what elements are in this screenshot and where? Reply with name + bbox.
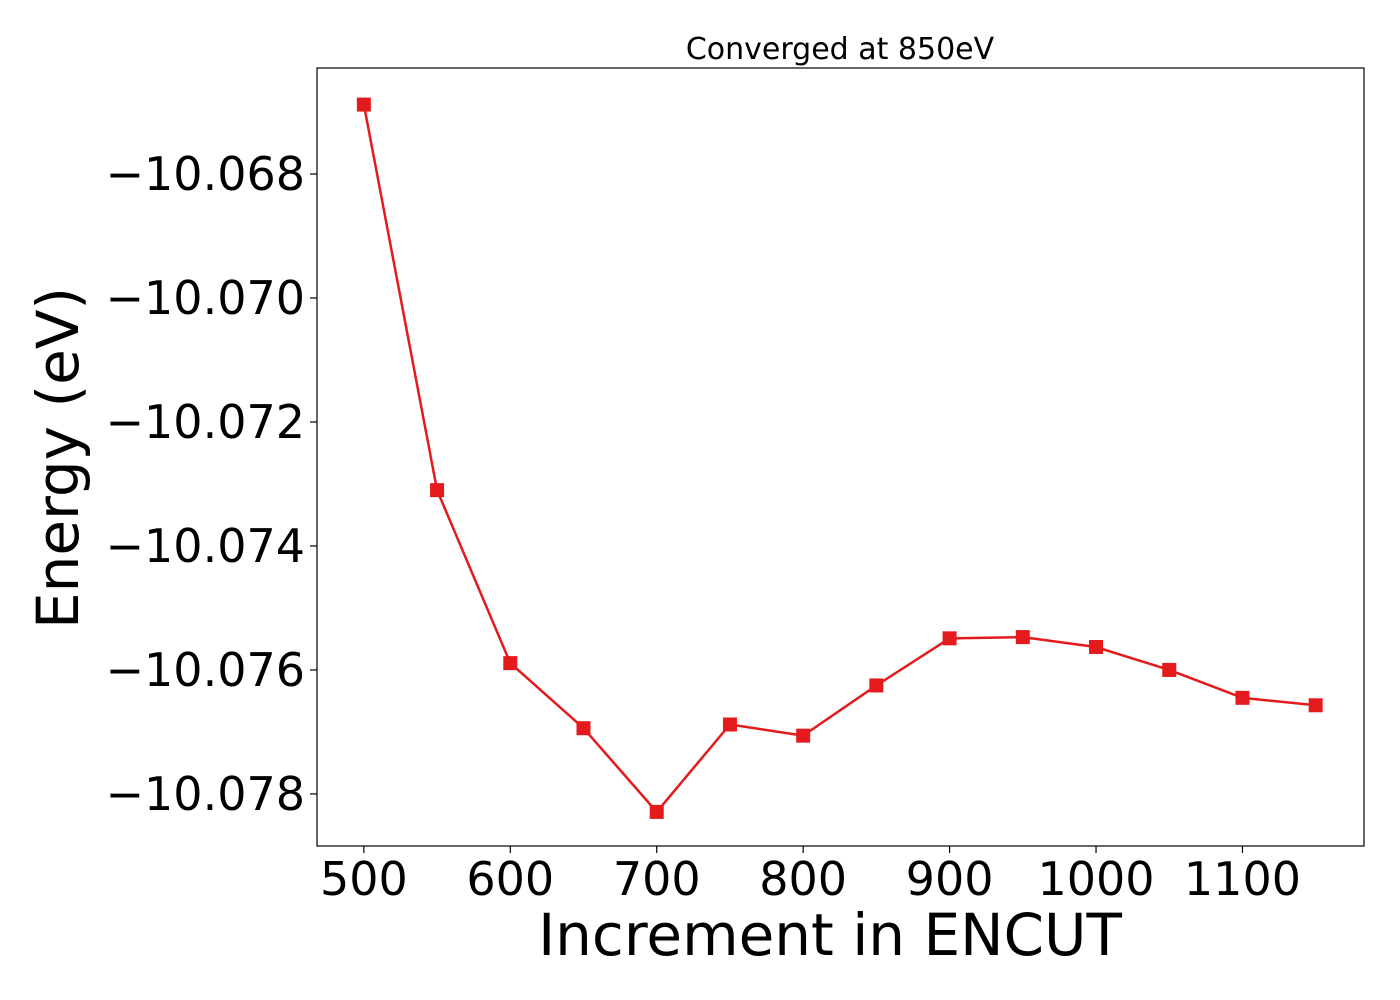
x-tick-label: 1100: [1184, 852, 1301, 906]
data-point: [503, 656, 518, 671]
data-point: [430, 483, 445, 498]
y-tick-label: −10.072: [106, 395, 306, 449]
data-point: [356, 97, 371, 112]
x-tick-label: 500: [320, 852, 408, 906]
y-tick-label: −10.070: [106, 271, 306, 325]
data-point: [1015, 630, 1030, 645]
x-tick-label: 1000: [1037, 852, 1154, 906]
y-axis: −10.068 −10.070 −10.072 −10.074 −10.076 −10.0…: [106, 147, 317, 821]
data-point: [942, 631, 957, 646]
series-layer: [356, 97, 1323, 819]
data-point: [576, 721, 591, 736]
x-axis-label: Increment in ENCUT: [538, 901, 1122, 969]
x-tick-label: 900: [906, 852, 994, 906]
x-axis: 500 600 700 800 900 1000 1100: [320, 846, 1301, 906]
x-tick-label: 800: [759, 852, 847, 906]
data-point: [649, 804, 664, 819]
series-line: [362, 104, 1316, 814]
data-point: [869, 678, 884, 693]
y-tick-label: −10.068: [106, 147, 306, 201]
data-point: [796, 728, 811, 743]
x-tick-label: 700: [613, 852, 701, 906]
plot-frame: [316, 67, 1365, 847]
data-point: [1235, 690, 1250, 705]
chart-title: Converged at 850eV: [686, 32, 995, 67]
data-point: [722, 717, 737, 732]
data-point: [1089, 640, 1104, 655]
data-point: [1308, 698, 1323, 713]
y-tick-label: −10.076: [106, 643, 306, 697]
y-tick-label: −10.078: [106, 767, 306, 821]
x-tick-label: 600: [466, 852, 554, 906]
data-point: [1162, 662, 1177, 677]
y-axis-label: Energy (eV): [24, 287, 92, 629]
y-tick-label: −10.074: [106, 519, 306, 573]
